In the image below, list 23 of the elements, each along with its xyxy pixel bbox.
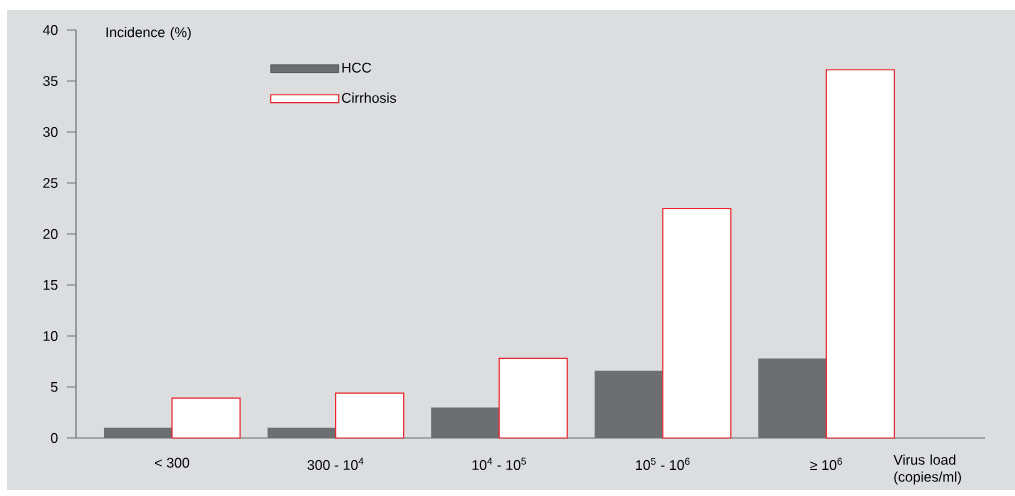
- x-tick-label: 10$^{4}$ - 10$^{5}$: [472, 457, 527, 470]
- x-tick-label: 300 - 10$^{4}$: [307, 457, 364, 470]
- x-tick-label: < 300: [155, 457, 190, 468]
- bar: [498, 357, 568, 439]
- bar: [335, 392, 405, 439]
- y-tick-label: 20: [43, 229, 58, 239]
- bar: [662, 207, 732, 439]
- y-tick-label: 35: [43, 76, 58, 86]
- bar: [825, 69, 895, 439]
- y-tick-label: 0: [50, 433, 58, 443]
- legend-label: HCC: [342, 62, 372, 73]
- y-tick-label: 40: [42, 25, 58, 35]
- legend-label: Cirrhosis: [342, 92, 397, 103]
- y-tick-label: 25: [43, 178, 58, 188]
- y-tick-label: 10: [43, 331, 58, 341]
- x-tick-label: 10$^{5}$ - 10$^{6}$: [636, 457, 690, 471]
- y-tick-label: 5: [50, 382, 58, 392]
- y-tick-label: 30: [43, 127, 58, 137]
- y-tick-label: 15: [43, 280, 58, 290]
- y-axis-title: Incidence (%): [106, 26, 191, 40]
- x-tick-label: ≥ 10$^{6}$: [810, 457, 842, 471]
- x-axis-title: Virus load (copies/ml): [893, 454, 961, 485]
- bar: [171, 397, 241, 439]
